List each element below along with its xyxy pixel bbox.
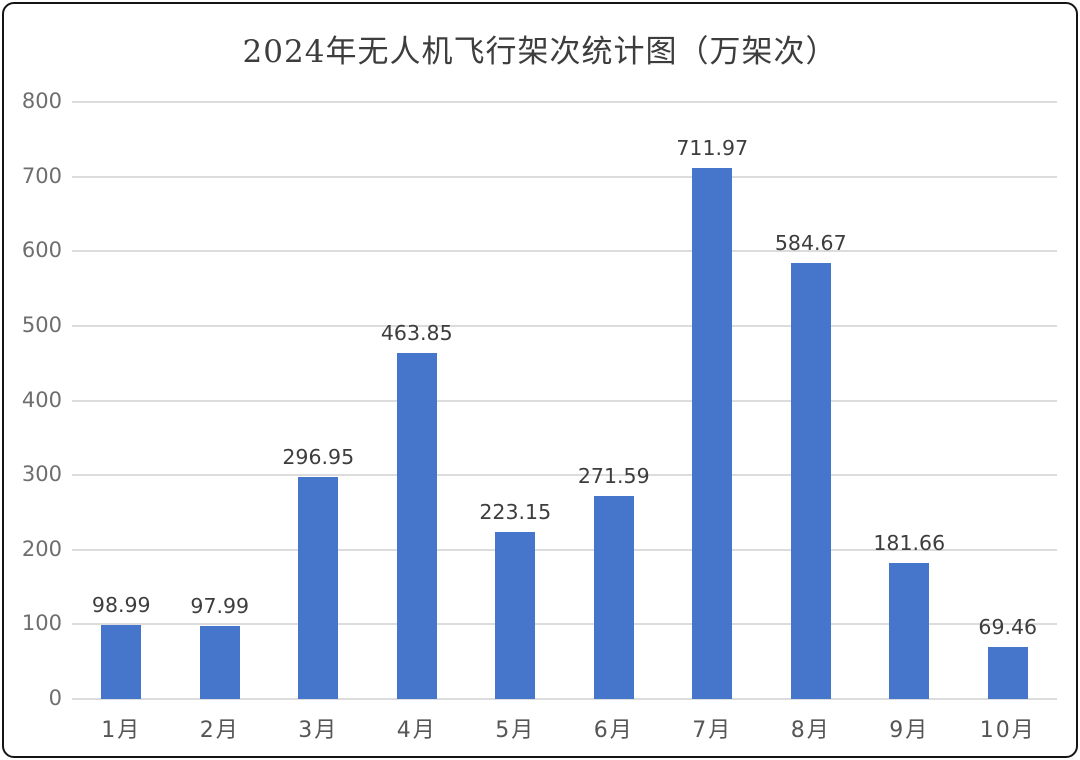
x-axis-label: 1月 <box>101 718 142 743</box>
bar-group: 181.66 9月 <box>860 102 959 743</box>
x-axis-label: 2月 <box>199 718 240 743</box>
bar-group: 711.97 7月 <box>663 102 762 743</box>
bar-value-label: 584.67 <box>774 230 847 255</box>
bar-group: 296.95 3月 <box>269 102 368 743</box>
bar <box>495 532 536 699</box>
y-axis-tick-label: 200 <box>21 536 62 561</box>
bar <box>790 262 831 699</box>
bar-group: 584.67 8月 <box>762 102 861 743</box>
bar <box>101 625 142 699</box>
bar-group: 69.46 10月 <box>959 102 1058 743</box>
bar-group: 271.59 6月 <box>565 102 664 743</box>
x-axis-label: 10月 <box>979 718 1036 743</box>
x-axis-label: 6月 <box>593 718 634 743</box>
bar-group: 97.99 2月 <box>171 102 270 743</box>
gridline <box>72 474 1057 477</box>
gridline <box>72 623 1057 626</box>
y-axis-tick-label: 0 <box>48 686 62 710</box>
x-axis-label: 9月 <box>889 718 930 743</box>
bar-value-label: 463.85 <box>380 320 453 345</box>
gridline <box>72 399 1057 402</box>
bar <box>889 563 930 699</box>
y-axis-tick-label: 400 <box>21 387 62 412</box>
bar <box>199 625 240 699</box>
bar-value-label: 296.95 <box>282 445 355 470</box>
gridline <box>72 698 1057 700</box>
x-axis-label: 4月 <box>396 718 437 743</box>
bar <box>396 352 437 699</box>
gridline <box>72 250 1057 253</box>
gridline <box>72 324 1057 327</box>
chart-title: 2024年无人机飞行架次统计图（万架次） <box>242 34 838 70</box>
gridline <box>72 175 1057 178</box>
gridline <box>72 101 1057 103</box>
bar-group: 463.85 4月 <box>368 102 467 743</box>
bar <box>987 647 1028 699</box>
bar <box>298 477 339 699</box>
plot-area: 98.99 1月 97.99 2月 296.95 3月 463.85 4月 223.15 5月 27… <box>72 101 1058 743</box>
y-axis-tick-label: 700 <box>21 163 62 188</box>
y-axis-tick-label: 100 <box>21 611 62 636</box>
x-axis-label: 7月 <box>692 718 733 743</box>
bar-value-label: 69.46 <box>978 615 1038 640</box>
bar <box>692 167 733 699</box>
bar-group: 98.99 1月 <box>72 102 171 743</box>
bar-value-label: 97.99 <box>190 593 250 618</box>
x-axis-label: 3月 <box>298 718 339 743</box>
bar <box>593 496 634 699</box>
y-axis-tick-label: 600 <box>21 238 62 263</box>
bar-value-label: 98.99 <box>91 593 151 618</box>
y-axis-tick-label: 300 <box>21 462 62 487</box>
bar-value-label: 181.66 <box>873 531 946 556</box>
x-axis-label: 5月 <box>495 718 536 743</box>
bar-value-label: 711.97 <box>676 135 749 160</box>
bar-group: 223.15 5月 <box>466 102 565 743</box>
y-axis-tick-label: 500 <box>21 312 62 337</box>
x-axis-label: 8月 <box>790 718 831 743</box>
gridline <box>72 548 1057 551</box>
bars-layer: 98.99 1月 97.99 2月 296.95 3月 463.85 4月 223.15 5月 27… <box>72 102 1058 743</box>
y-axis-tick-label: 800 <box>21 89 62 113</box>
bar-value-label: 271.59 <box>577 464 650 489</box>
bar-value-label: 223.15 <box>479 500 552 525</box>
